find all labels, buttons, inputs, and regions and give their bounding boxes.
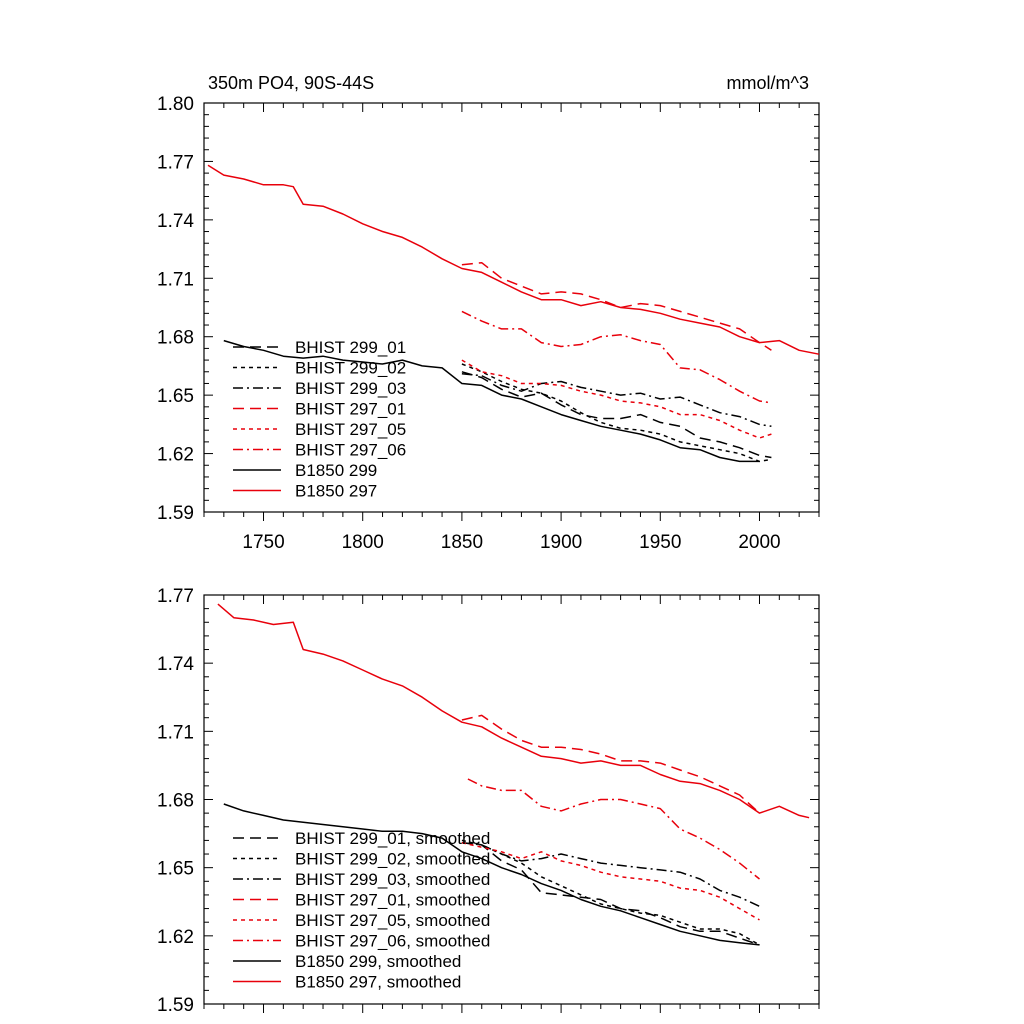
y-tick-label: 1.74 <box>157 654 194 675</box>
y-tick-label: 1.62 <box>157 927 194 948</box>
y-tick-label: 1.71 <box>157 722 194 743</box>
legend-label: BHIST 297_06, smoothed <box>295 932 490 951</box>
top-chart-panel: 1.59 1.62 1.65 1.68 1.71 1.74 1.77 1.80 1750 1800… <box>157 73 820 553</box>
series-line-bhist-297-05-smoothed <box>461 841 760 921</box>
legend-label: BHIST 299_03, smoothed <box>295 870 490 889</box>
x-tick-label: 1800 <box>342 532 384 553</box>
units-label: mmol/m^3 <box>727 73 809 93</box>
series-line-bhist-297-06 <box>461 310 772 404</box>
bottom-chart-panel: 1.59 1.62 1.65 1.68 1.71 1.74 1.77 BHIST 299_01… <box>157 586 820 1016</box>
x-tick-label: 1750 <box>242 532 284 553</box>
plot-frame <box>203 102 820 513</box>
legend-label: B1850 297 <box>295 482 377 501</box>
x-tick-label: 1950 <box>639 532 681 553</box>
y-tick-label: 1.74 <box>157 211 194 232</box>
x-tick-label: 1900 <box>540 532 582 553</box>
series-line-bhist-297-05 <box>461 359 772 439</box>
y-tick-label: 1.68 <box>157 328 194 349</box>
legend-label: BHIST 299_02 <box>295 359 406 378</box>
y-tick-label: 1.65 <box>157 386 194 407</box>
legend-label: BHIST 297_06 <box>295 441 406 460</box>
y-tick-label: 1.59 <box>157 503 194 524</box>
y-tick-label: 1.77 <box>157 586 194 607</box>
legend-label: BHIST 297_05, smoothed <box>295 911 490 930</box>
legend-label: B1850 299 <box>295 461 377 480</box>
series-line-bhist-299-01-smoothed <box>461 841 760 946</box>
x-tick-label: 2000 <box>738 532 780 553</box>
series-line-bhist-299-01 <box>461 371 772 459</box>
legend-label: BHIST 299_02, smoothed <box>295 850 490 869</box>
series-line-bhist-299-02 <box>461 363 772 463</box>
y-tick-label: 1.77 <box>157 152 194 173</box>
legend-label: BHIST 299_01 <box>295 338 406 357</box>
legend: BHIST 299_01, smoothed BHIST 299_02, smoo… <box>233 829 490 992</box>
series-line-bhist-297-06-smoothed <box>467 778 760 880</box>
legend-label: BHIST 297_05 <box>295 420 406 439</box>
series-line-b1850-299 <box>223 339 760 463</box>
legend-label: BHIST 297_01 <box>295 400 406 419</box>
legend-label: B1850 297, smoothed <box>295 973 461 992</box>
y-tick-label: 1.68 <box>157 791 194 812</box>
y-tick-label: 1.59 <box>157 995 194 1016</box>
y-tick-label: 1.80 <box>157 94 194 115</box>
legend-label: BHIST 297_01, smoothed <box>295 891 490 910</box>
y-tick-label: 1.62 <box>157 445 194 466</box>
legend-label: BHIST 299_03 <box>295 379 406 398</box>
y-tick-label: 1.71 <box>157 269 194 290</box>
legend-label: B1850 299, smoothed <box>295 952 461 971</box>
legend-label: BHIST 299_01, smoothed <box>295 829 490 848</box>
x-tick-label: 1850 <box>441 532 483 553</box>
chart-title: 350m PO4, 90S-44S <box>208 73 374 93</box>
series-line-bhist-299-03 <box>461 372 772 428</box>
series-line-bhist-299-02-smoothed <box>461 839 760 946</box>
series-line-b1850-299-smoothed <box>223 803 760 946</box>
y-tick-label: 1.65 <box>157 859 194 880</box>
series-line-b1850-297 <box>207 164 820 355</box>
series-line-bhist-297-01 <box>461 261 772 351</box>
series-line-b1850-297-smoothed <box>217 603 810 819</box>
series-line-bhist-297-01-smoothed <box>461 714 761 814</box>
